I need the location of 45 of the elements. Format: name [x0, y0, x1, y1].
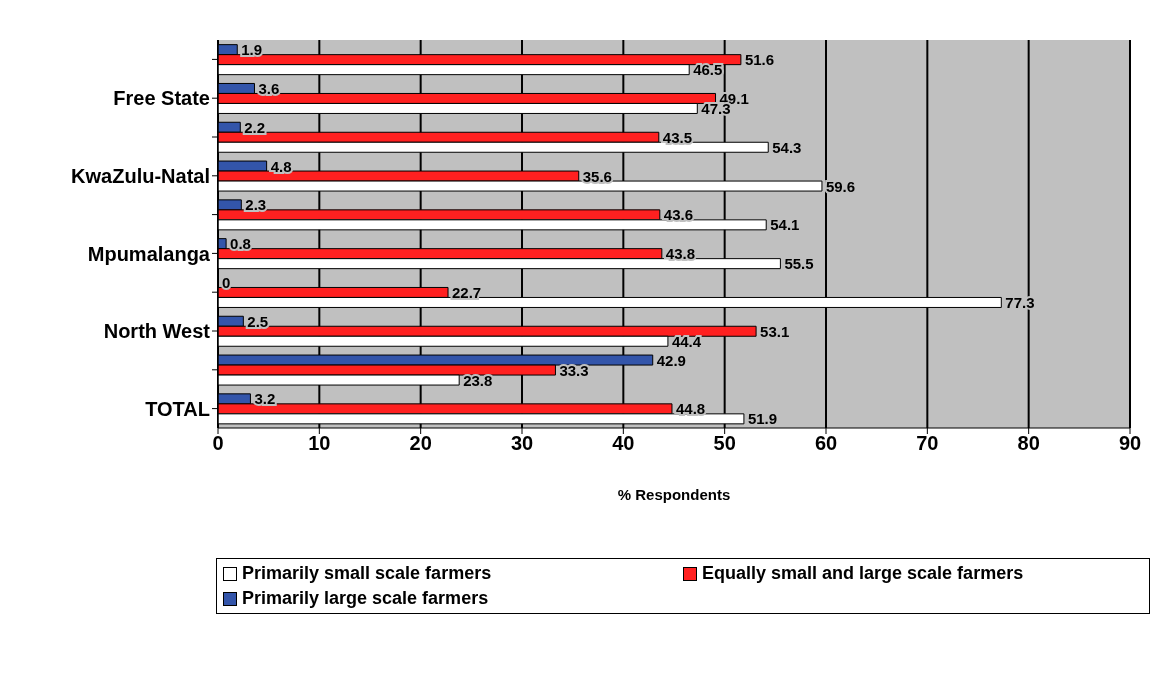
- y-tick-label: Free State: [113, 87, 210, 110]
- data-label: 43.8: [665, 245, 696, 263]
- x-tick-label: 80: [1017, 432, 1040, 455]
- x-tick-label: 30: [510, 432, 534, 455]
- data-label: 44.8: [675, 400, 706, 418]
- x-tick-label: 0: [212, 432, 224, 455]
- x-tick-label: 70: [916, 432, 939, 455]
- y-tick-label: TOTAL: [145, 397, 210, 420]
- data-label: 2.2: [244, 118, 266, 136]
- data-label: 42.9: [656, 351, 686, 369]
- legend-label: Primarily small scale farmers: [242, 563, 492, 584]
- data-label: 53.1: [760, 322, 790, 340]
- x-tick-label: 90: [1118, 432, 1142, 455]
- x-tick-label: 40: [612, 432, 635, 455]
- data-label: 23.8: [463, 371, 493, 389]
- data-label: 4.8: [270, 157, 292, 175]
- x-tick-label: 10: [308, 432, 331, 455]
- data-label: 3.6: [258, 79, 280, 97]
- x-axis-title: % Respondents: [617, 486, 731, 503]
- data-label: 2.5: [247, 312, 269, 330]
- data-label: 51.6: [744, 51, 775, 69]
- data-label: 44.4: [671, 332, 702, 350]
- data-label: 46.5: [693, 61, 723, 79]
- data-label: 0: [222, 273, 231, 291]
- x-tick-label: 20: [409, 432, 432, 455]
- x-tick-label: 50: [713, 432, 736, 455]
- data-label: 35.6: [582, 167, 612, 185]
- legend-label: Primarily large scale farmers: [242, 588, 489, 609]
- data-label: 54.1: [770, 216, 800, 234]
- data-label: 1.9: [241, 41, 263, 59]
- data-label: 54.3: [772, 138, 802, 156]
- legend-label: Equally small and large scale farmers: [702, 563, 1024, 584]
- data-label: 43.6: [663, 206, 694, 224]
- data-label: 0.8: [230, 235, 251, 253]
- y-tick-label: North West: [103, 320, 211, 343]
- y-tick-label: Mpumalanga: [87, 242, 211, 265]
- data-label: 33.3: [559, 361, 589, 379]
- data-label: 55.5: [784, 255, 814, 273]
- y-tick-label: KwaZulu-Natal: [71, 164, 210, 187]
- x-tick-label: 60: [814, 432, 838, 455]
- data-label: 3.2: [254, 390, 276, 408]
- data-label: 51.9: [747, 410, 778, 428]
- data-label: 2.3: [245, 196, 267, 214]
- data-label: 43.5: [662, 128, 692, 146]
- data-label: 22.7: [452, 283, 482, 301]
